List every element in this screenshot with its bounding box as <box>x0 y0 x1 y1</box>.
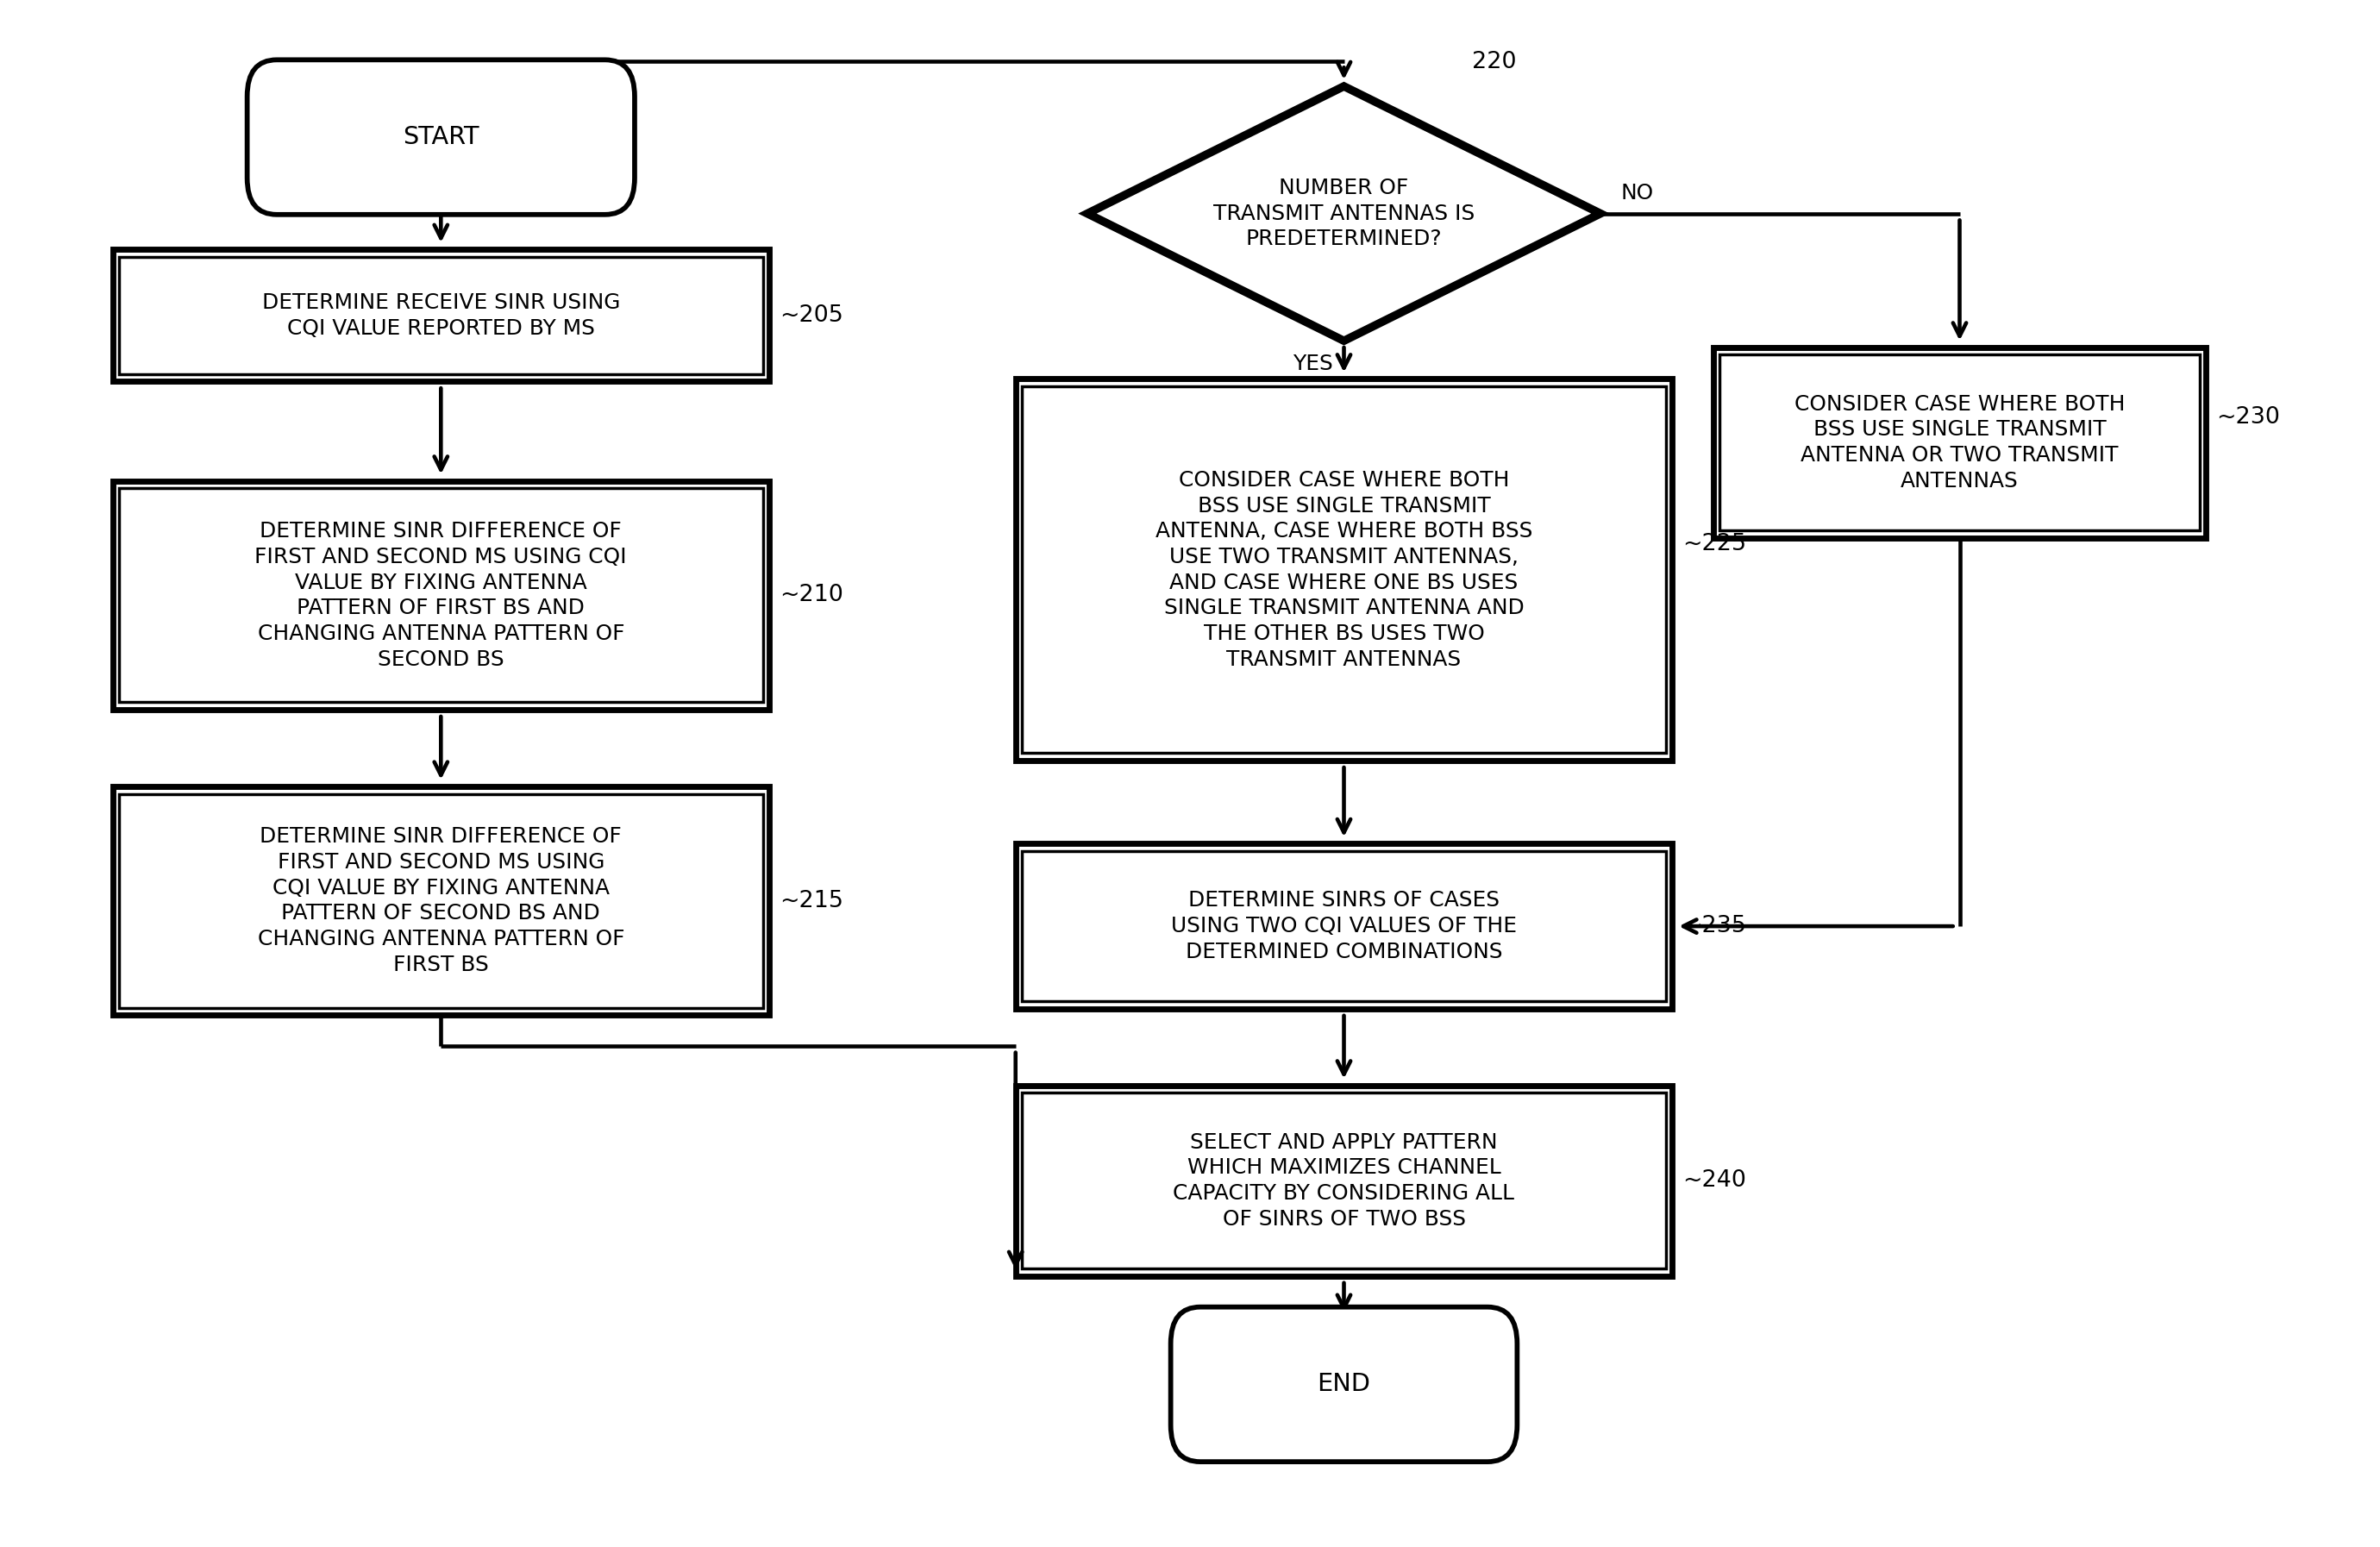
Text: ~210: ~210 <box>781 585 843 606</box>
Text: YES: YES <box>1292 354 1333 374</box>
Bar <box>1016 379 1673 761</box>
Text: ~215: ~215 <box>781 890 843 913</box>
Text: END: END <box>1316 1372 1371 1397</box>
Bar <box>119 794 764 1007</box>
Text: ~235: ~235 <box>1683 914 1747 937</box>
Bar <box>1021 387 1666 753</box>
Bar <box>119 489 764 702</box>
Text: 220: 220 <box>1473 51 1516 74</box>
Text: CONSIDER CASE WHERE BOTH
BSS USE SINGLE TRANSMIT
ANTENNA OR TWO TRANSMIT
ANTENNA: CONSIDER CASE WHERE BOTH BSS USE SINGLE … <box>1795 394 2125 492</box>
Bar <box>1718 354 2199 531</box>
Text: NUMBER OF
TRANSMIT ANTENNAS IS
PREDETERMINED?: NUMBER OF TRANSMIT ANTENNAS IS PREDETERM… <box>1214 178 1476 249</box>
Text: ~205: ~205 <box>781 305 843 326</box>
Text: CONSIDER CASE WHERE BOTH
BSS USE SINGLE TRANSMIT
ANTENNA, CASE WHERE BOTH BSS
US: CONSIDER CASE WHERE BOTH BSS USE SINGLE … <box>1154 470 1533 670</box>
Bar <box>1021 1092 1666 1269</box>
Bar <box>119 257 764 374</box>
FancyBboxPatch shape <box>1171 1307 1516 1462</box>
Bar <box>112 481 769 710</box>
Text: ~240: ~240 <box>1683 1170 1747 1191</box>
Bar <box>112 786 769 1015</box>
Bar <box>1021 851 1666 1001</box>
Bar <box>1016 1086 1673 1276</box>
Text: SELECT AND APPLY PATTERN
WHICH MAXIMIZES CHANNEL
CAPACITY BY CONSIDERING ALL
OF : SELECT AND APPLY PATTERN WHICH MAXIMIZES… <box>1173 1132 1514 1230</box>
Bar <box>1016 843 1673 1009</box>
Text: DETERMINE RECEIVE SINR USING
CQI VALUE REPORTED BY MS: DETERMINE RECEIVE SINR USING CQI VALUE R… <box>262 292 621 339</box>
Text: DETERMINE SINR DIFFERENCE OF
FIRST AND SECOND MS USING
CQI VALUE BY FIXING ANTEN: DETERMINE SINR DIFFERENCE OF FIRST AND S… <box>257 826 624 975</box>
Text: DETERMINE SINRS OF CASES
USING TWO CQI VALUES OF THE
DETERMINED COMBINATIONS: DETERMINE SINRS OF CASES USING TWO CQI V… <box>1171 890 1516 962</box>
Text: ~225: ~225 <box>1683 534 1747 555</box>
Text: ~230: ~230 <box>2216 405 2280 429</box>
FancyBboxPatch shape <box>248 60 635 215</box>
Bar <box>1714 347 2206 538</box>
Polygon shape <box>1088 87 1599 340</box>
Text: NO: NO <box>1621 183 1654 204</box>
Text: DETERMINE SINR DIFFERENCE OF
FIRST AND SECOND MS USING CQI
VALUE BY FIXING ANTEN: DETERMINE SINR DIFFERENCE OF FIRST AND S… <box>255 521 626 670</box>
Bar <box>112 249 769 382</box>
Text: START: START <box>402 125 478 149</box>
